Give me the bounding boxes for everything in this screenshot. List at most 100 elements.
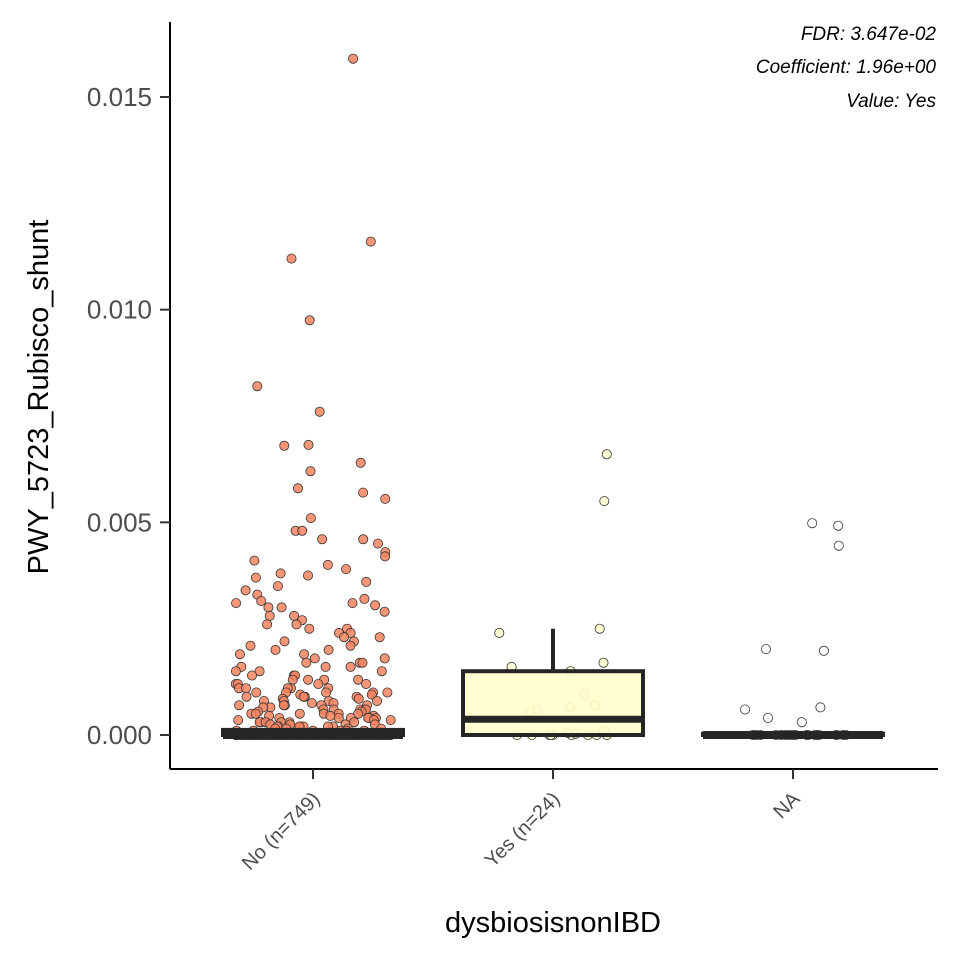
data-point (294, 708, 305, 719)
data-point (599, 496, 610, 507)
data-point (301, 657, 312, 668)
data-point (740, 704, 751, 715)
data-point (303, 674, 314, 685)
jitter-points (230, 53, 851, 741)
data-point (278, 700, 289, 711)
data-point (287, 674, 298, 685)
annotation-fdr: FDR: 3.647e-02 (801, 24, 937, 45)
data-point (234, 649, 245, 660)
data-point (306, 698, 317, 709)
data-point (320, 661, 331, 672)
data-point (353, 674, 364, 685)
data-point (365, 236, 376, 247)
data-point (815, 702, 826, 713)
data-point (272, 581, 283, 592)
data-point (347, 598, 358, 609)
y-axis-ticks: 0.000 0.005 0.010 0.015 (87, 82, 170, 750)
data-point (325, 710, 336, 721)
data-point (807, 518, 818, 529)
data-point (594, 623, 605, 634)
data-point (321, 687, 332, 698)
points-3 (740, 518, 851, 741)
data-point (286, 253, 297, 264)
data-point (279, 636, 290, 647)
data-point (240, 683, 251, 694)
points-1 (230, 53, 396, 741)
data-point (291, 619, 302, 630)
data-point (262, 619, 273, 630)
data-point (379, 606, 390, 617)
data-point (366, 689, 377, 700)
y-tick-label: 0.010 (87, 295, 152, 325)
data-point (357, 657, 368, 668)
data-point (305, 513, 316, 524)
annotation-value: Value: Yes (846, 91, 936, 112)
box-2 (461, 628, 645, 738)
data-point (276, 602, 287, 613)
data-point (234, 700, 245, 711)
data-point (251, 687, 262, 698)
data-point (241, 691, 252, 702)
data-point (298, 691, 309, 702)
annotation-coefficient: Coefficient: 1.96e+00 (756, 57, 937, 78)
data-point (796, 717, 807, 728)
data-point (230, 666, 241, 677)
data-point (249, 555, 260, 566)
data-point (233, 715, 244, 726)
data-point (302, 570, 313, 581)
data-point (379, 653, 390, 664)
box-1 (221, 727, 405, 739)
data-point (761, 644, 772, 655)
data-point (264, 610, 275, 621)
data-point (305, 466, 316, 477)
data-point (345, 661, 356, 672)
data-point (250, 708, 261, 719)
data-point (382, 687, 393, 698)
data-point (353, 693, 364, 704)
data-point (372, 538, 383, 549)
data-point (263, 602, 274, 613)
data-point (376, 666, 387, 677)
x-tick-label: Yes (n=24) (481, 788, 565, 872)
data-point (338, 632, 349, 643)
y-axis-title: PWY_5723_Rubisco_shunt (23, 220, 55, 575)
x-axis-ticks: No (n=749) Yes (n=24) NA (238, 769, 805, 875)
data-point (341, 564, 352, 575)
x-tick-label: NA (769, 788, 805, 824)
box-3 (701, 731, 885, 739)
data-point (303, 439, 314, 450)
data-point (231, 598, 242, 609)
data-point (323, 644, 334, 655)
data-point (246, 670, 257, 681)
data-point (358, 534, 369, 545)
data-point (494, 627, 505, 638)
data-point (279, 440, 290, 451)
data-point (833, 520, 844, 531)
data-point (299, 649, 310, 660)
data-point (245, 640, 256, 651)
y-tick-label: 0.000 (87, 720, 152, 750)
data-point (359, 593, 370, 604)
data-point (374, 632, 385, 643)
data-point (370, 600, 381, 611)
data-point (317, 534, 328, 545)
x-axis-title: dysbiosisnonIBD (445, 907, 661, 939)
data-point (371, 696, 382, 707)
data-point (345, 640, 356, 651)
data-point (833, 540, 844, 551)
data-point (598, 657, 609, 668)
data-point (256, 596, 267, 607)
data-point (313, 679, 324, 690)
data-point (252, 381, 263, 392)
data-point (250, 572, 261, 583)
data-point (275, 568, 286, 579)
data-point (361, 576, 372, 587)
box-rect (461, 669, 645, 738)
data-point (348, 53, 359, 64)
data-point (333, 713, 344, 724)
data-point (361, 679, 372, 690)
data-point (380, 551, 391, 562)
data-point (322, 559, 333, 570)
data-point (270, 644, 281, 655)
